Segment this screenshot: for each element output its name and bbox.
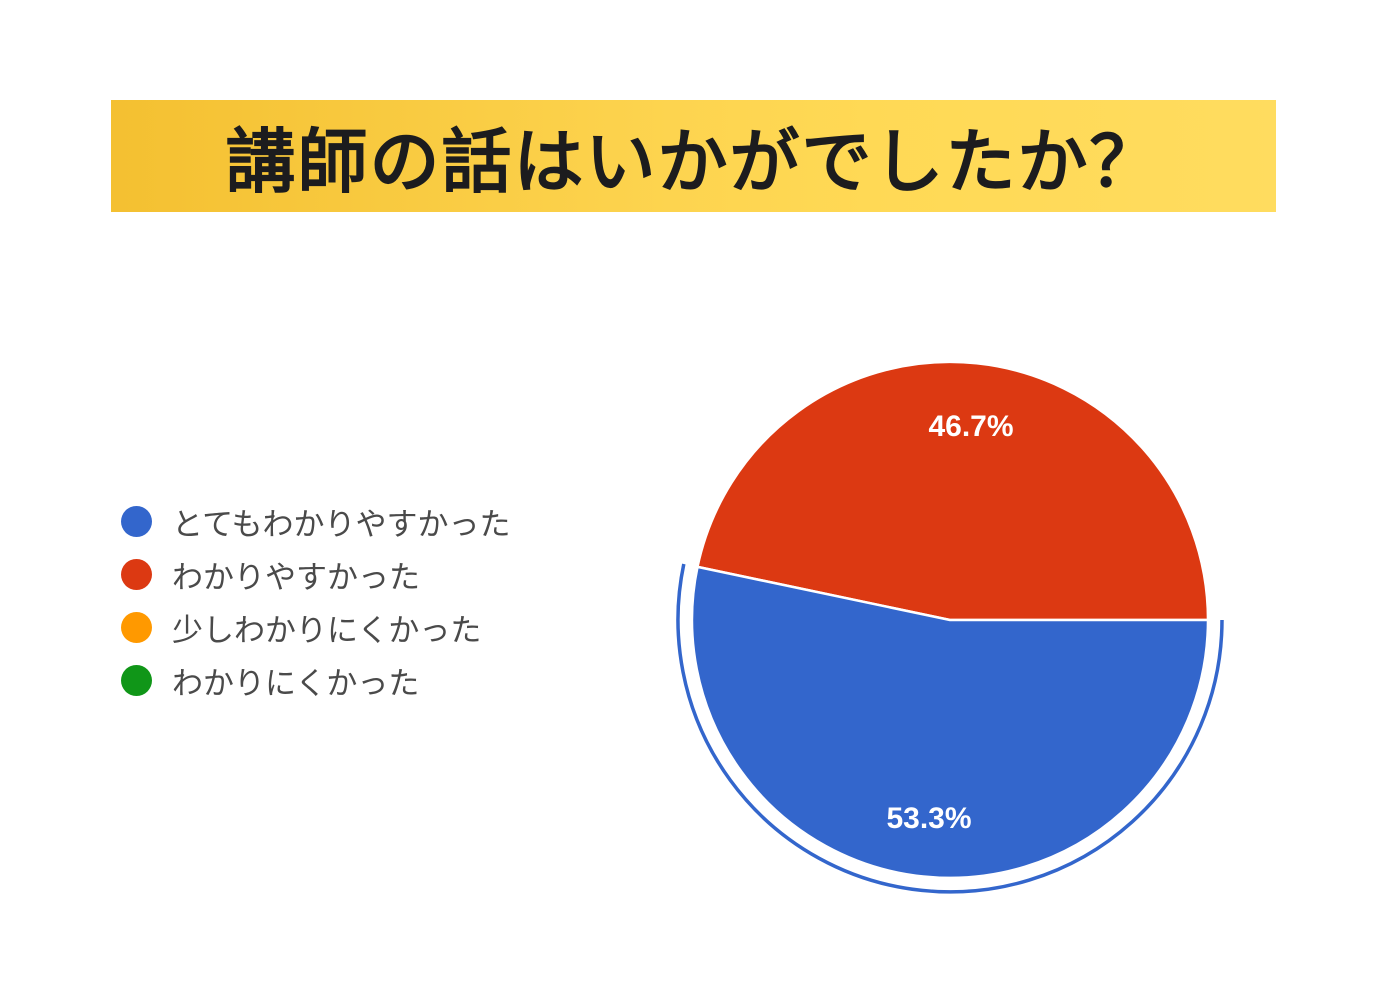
legend-swatch-clear bbox=[121, 559, 152, 590]
page-title: 講師の話はいかがでしたか？ bbox=[225, 122, 1162, 201]
legend-label-clear: わかりやすかった bbox=[172, 560, 420, 595]
legend-swatch-slightly-unclear bbox=[121, 612, 152, 643]
title-banner: 講師の話はいかがでしたか？ bbox=[111, 100, 1276, 212]
chart-legend: とてもわかりやすかった わかりやすかった 少しわかりにくかった わかりにくかった bbox=[121, 495, 511, 707]
legend-label-unclear: わかりにくかった bbox=[172, 666, 420, 701]
legend-item-clear[interactable]: わかりやすかった bbox=[121, 548, 511, 601]
selected-slice-ring bbox=[676, 563, 1224, 894]
pie-slice-very-clear[interactable] bbox=[690, 565, 1210, 880]
legend-item-unclear[interactable]: わかりにくかった bbox=[121, 654, 511, 707]
legend-item-slightly-unclear[interactable]: 少しわかりにくかった bbox=[121, 601, 511, 654]
legend-swatch-very-clear bbox=[121, 506, 152, 537]
pie-label-clear: 46.7% bbox=[928, 410, 1013, 443]
pie-chart: 46.7% 53.3% bbox=[676, 360, 1224, 894]
pie-slice-clear[interactable] bbox=[696, 360, 1210, 622]
pie-label-very-clear: 53.3% bbox=[886, 802, 971, 835]
legend-item-very-clear[interactable]: とてもわかりやすかった bbox=[121, 495, 511, 548]
legend-label-very-clear: とてもわかりやすかった bbox=[172, 507, 511, 542]
legend-label-slightly-unclear: 少しわかりにくかった bbox=[172, 613, 482, 648]
legend-swatch-unclear bbox=[121, 665, 152, 696]
